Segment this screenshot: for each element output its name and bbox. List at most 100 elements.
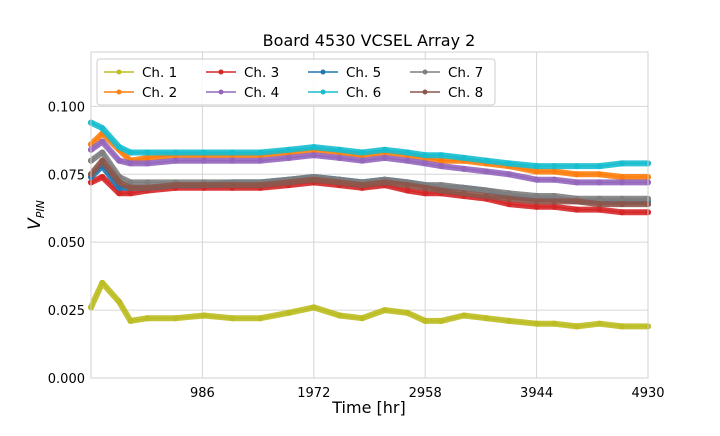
x-axis-label: Time [hr] (331, 398, 405, 417)
data-point (460, 312, 467, 319)
legend-label: Ch. 3 (244, 65, 279, 81)
data-point (99, 138, 106, 145)
legend-swatch-marker (422, 69, 428, 75)
data-point (460, 165, 467, 172)
data-point (310, 152, 317, 159)
data-point (172, 149, 179, 156)
data-point (619, 173, 626, 180)
legend: Ch. 1 Ch. 2 Ch. 3 Ch. 4 Ch. 5 Ch. 6 Ch. 7 Ch. 8 (96, 58, 496, 106)
chart-title: Board 4530 VCSEL Array 2 (263, 31, 476, 50)
data-point (144, 160, 151, 167)
legend-label: Ch. 7 (448, 65, 483, 81)
data-point (172, 182, 179, 189)
legend-label: Ch. 4 (244, 85, 279, 101)
data-point (551, 192, 558, 199)
data-point (116, 144, 123, 151)
legend-item: Ch. 1 (104, 65, 177, 81)
data-point (422, 160, 429, 167)
data-point (573, 206, 580, 213)
data-point (257, 157, 264, 164)
legend-label: Ch. 8 (448, 85, 483, 101)
data-point (506, 190, 513, 197)
data-point (229, 157, 236, 164)
y-tick-labels: 0.000 0.025 0.050 0.075 0.100 (48, 100, 85, 387)
data-point (99, 173, 106, 180)
x-tick-label: 4930 (631, 386, 664, 401)
data-point (404, 182, 411, 189)
y-axis-label-main: V (25, 217, 45, 230)
x-tick-label: 3944 (520, 386, 553, 401)
data-point (336, 146, 343, 153)
data-point (573, 163, 580, 170)
legend-swatch-marker (218, 89, 224, 95)
data-point (533, 176, 540, 183)
data-point (200, 182, 207, 189)
data-point (483, 192, 490, 199)
data-point (551, 198, 558, 205)
data-point (438, 152, 445, 159)
data-point (404, 309, 411, 316)
legend-box (96, 58, 496, 106)
data-point (285, 154, 292, 161)
data-point (460, 154, 467, 161)
data-point (144, 315, 151, 322)
plot-frame (90, 51, 649, 379)
legend-label: Ch. 6 (346, 85, 381, 101)
data-point (596, 320, 603, 327)
legend-item: Ch. 4 (206, 85, 279, 101)
data-point (144, 179, 151, 186)
legend-item: Ch. 7 (410, 65, 483, 81)
data-point (172, 315, 179, 322)
legend-label: Ch. 2 (142, 85, 177, 101)
legend-swatch-marker (422, 89, 428, 95)
data-point (336, 312, 343, 319)
data-point (336, 179, 343, 186)
legend-item: Ch. 8 (410, 85, 483, 101)
data-point (127, 317, 134, 324)
data-point (422, 190, 429, 197)
data-point (506, 160, 513, 167)
data-point (533, 168, 540, 175)
data-point (381, 154, 388, 161)
data-point (422, 184, 429, 191)
data-point (285, 146, 292, 153)
data-point (551, 203, 558, 210)
y-tick-label: 0.025 (48, 304, 85, 319)
data-point (144, 184, 151, 191)
data-point (596, 195, 603, 202)
data-point (619, 160, 626, 167)
y-tick-label: 0.100 (48, 100, 85, 115)
data-point (422, 317, 429, 324)
legend-swatch-marker (320, 69, 326, 75)
data-point (200, 312, 207, 319)
data-point (438, 317, 445, 324)
data-point (310, 176, 317, 183)
data-point (257, 149, 264, 156)
legend-item: Ch. 3 (206, 65, 279, 81)
legend-swatch-marker (320, 89, 326, 95)
data-point (127, 149, 134, 156)
data-point (359, 149, 366, 156)
data-point (116, 190, 123, 197)
data-point (438, 182, 445, 189)
data-point (483, 168, 490, 175)
data-point (619, 323, 626, 330)
legend-item: Ch. 6 (308, 85, 381, 101)
legend-swatch-marker (218, 69, 224, 75)
data-point (229, 149, 236, 156)
y-axis-label-subscript: PIN (34, 200, 47, 218)
data-point (533, 163, 540, 170)
data-point (404, 187, 411, 194)
legend-item: Ch. 2 (104, 85, 177, 101)
data-point (359, 182, 366, 189)
data-point (438, 163, 445, 170)
data-point (533, 203, 540, 210)
data-point (506, 195, 513, 202)
y-tick-label: 0.075 (48, 168, 85, 183)
data-point (460, 190, 467, 197)
data-point (551, 320, 558, 327)
data-point (336, 154, 343, 161)
data-point (172, 157, 179, 164)
data-point (533, 320, 540, 327)
